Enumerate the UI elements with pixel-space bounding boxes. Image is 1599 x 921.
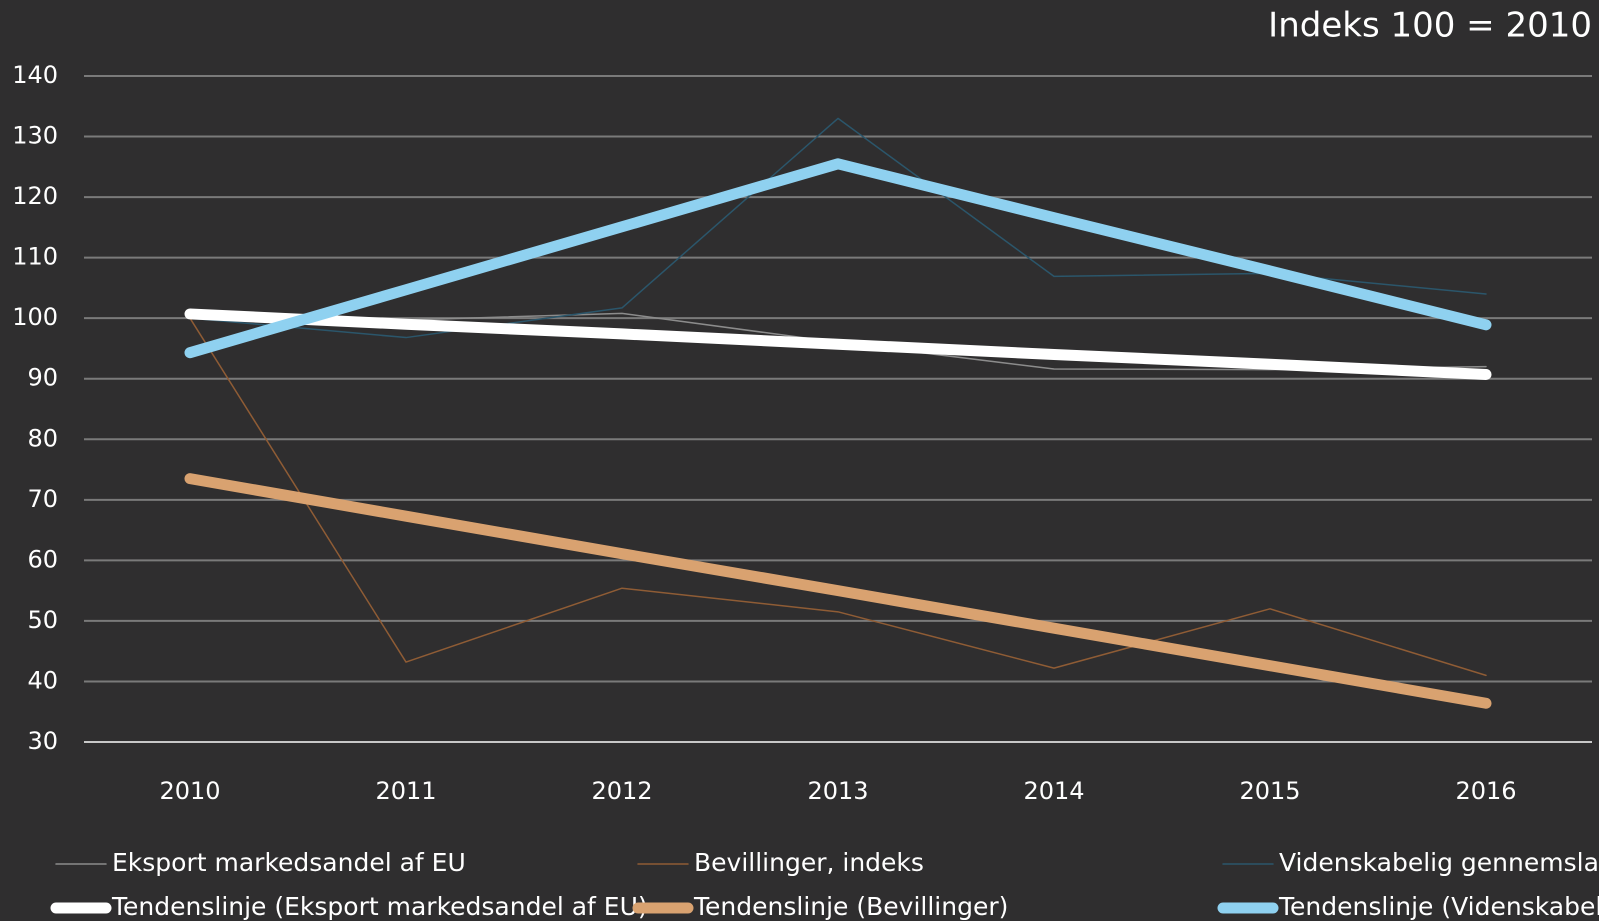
legend-label: Tendenslinje (Videnskabelig [1278, 892, 1599, 921]
y-tick-label: 60 [27, 545, 58, 573]
trend-line [184, 473, 1492, 709]
x-tick-label: 2010 [159, 777, 220, 805]
legend-label: Tendenslinje (Eksport markedsandel af EU… [111, 892, 648, 921]
legend-label: Eksport markedsandel af EU [112, 848, 466, 877]
legend-label: Tendenslinje (Bevillinger) [693, 892, 1008, 921]
y-tick-label: 100 [12, 303, 58, 331]
chart-title: Indeks 100 = 2010 [1268, 6, 1592, 46]
y-tick-label: 70 [27, 485, 58, 513]
x-tick-label: 2012 [591, 777, 652, 805]
y-tick-label: 50 [27, 606, 58, 634]
x-tick-label: 2016 [1455, 777, 1516, 805]
y-tick-label: 80 [27, 424, 58, 452]
x-tick-label: 2013 [807, 777, 868, 805]
y-tick-label: 140 [12, 61, 58, 89]
series-line [189, 317, 1487, 677]
x-tick-label: 2014 [1023, 777, 1084, 805]
legend-label: Videnskabelig gennemslags [1279, 848, 1599, 877]
trend-line [184, 158, 1492, 359]
x-tick-label: 2011 [375, 777, 436, 805]
y-tick-label: 30 [27, 727, 58, 755]
y-tick-label: 130 [12, 122, 58, 150]
trend-line [184, 308, 1492, 380]
y-tick-label: 120 [12, 182, 58, 210]
legend-label: Bevillinger, indeks [694, 848, 924, 877]
x-tick-label: 2015 [1239, 777, 1300, 805]
y-tick-label: 40 [27, 666, 58, 694]
y-tick-label: 110 [12, 243, 58, 271]
y-tick-label: 90 [27, 364, 58, 392]
